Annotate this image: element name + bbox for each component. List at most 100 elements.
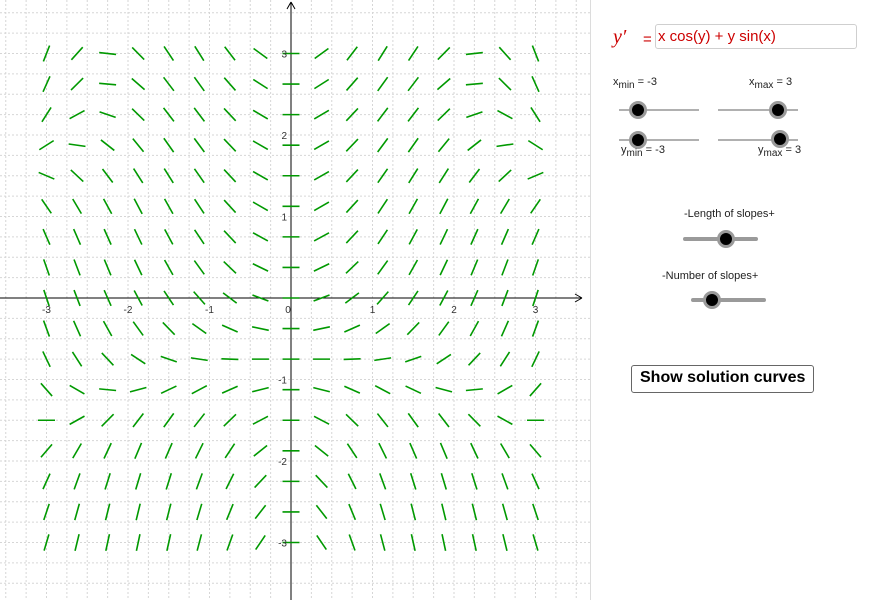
slope-segment (166, 534, 172, 551)
slope-segment (132, 168, 144, 184)
slope-segment (68, 143, 86, 148)
slope-segment (42, 45, 51, 62)
slope-segment (377, 45, 388, 62)
slope-segment (252, 78, 269, 90)
ymax-slider-knob[interactable] (771, 130, 789, 148)
xmax-slider-knob[interactable] (769, 101, 787, 119)
number-slider-knob[interactable] (703, 291, 721, 309)
slope-segment (406, 321, 420, 336)
slope-segment (410, 503, 417, 521)
ymax-slider-track[interactable] (718, 139, 798, 141)
slope-segment (71, 351, 83, 367)
xmin-slider-knob[interactable] (629, 101, 647, 119)
number-slider-track[interactable] (691, 298, 766, 302)
slope-segment (43, 503, 50, 521)
slope-segment (407, 290, 419, 306)
slope-segment (103, 228, 112, 245)
slope-segment (133, 290, 143, 306)
show-solution-curves-button[interactable]: Show solution curves (631, 365, 815, 393)
slope-segment (163, 45, 175, 62)
slope-segment (345, 107, 359, 122)
slope-segment (132, 138, 145, 153)
slope-segment (407, 107, 420, 122)
slope-segment (344, 292, 360, 304)
slope-segment (102, 198, 113, 215)
slope-segment (501, 259, 509, 276)
slope-segment (160, 385, 177, 395)
slope-segment (130, 353, 146, 365)
slope-segment (221, 358, 239, 361)
slope-field-plot[interactable]: -3 -2 -1 0 1 2 3 3 2 1 -1 -2 -3 (0, 0, 590, 600)
slope-segment (500, 320, 510, 337)
slope-segment (193, 291, 206, 305)
slope-segment (131, 108, 145, 122)
slope-segment (530, 107, 541, 123)
slope-segment (225, 503, 234, 521)
slope-segment (72, 443, 83, 459)
slope-segment (135, 503, 141, 521)
slope-segment (527, 139, 544, 151)
slope-segment (74, 503, 81, 521)
graphics-view[interactable]: -3 -2 -1 0 1 2 3 3 2 1 -1 -2 -3 (0, 0, 590, 600)
slope-segment (531, 259, 540, 276)
slope-segment (42, 228, 51, 245)
slope-segment (196, 503, 203, 521)
slope-segment (436, 77, 451, 91)
function-input[interactable]: x cos(y) + y sin(x) (655, 24, 857, 49)
slope-segment (163, 198, 174, 215)
slope-segment (374, 385, 391, 395)
slope-segment (165, 503, 172, 521)
slope-segment (530, 198, 541, 214)
slope-segment (439, 198, 449, 215)
ymin-slider-knob[interactable] (629, 131, 647, 149)
ymin-slider-track[interactable] (619, 139, 699, 141)
y-tick-label: 2 (281, 131, 287, 142)
length-of-slopes-label: -Length of slopes+ (684, 208, 775, 220)
slope-segment (346, 443, 358, 459)
slope-segment (225, 473, 235, 490)
xmax-slider-track[interactable] (718, 109, 798, 111)
slope-segment (529, 443, 542, 458)
slope-segment (469, 320, 480, 337)
slope-segment (253, 47, 268, 60)
slope-segment (471, 534, 477, 551)
x-tick-label: 0 (285, 305, 291, 316)
slope-segment (131, 77, 146, 91)
x-tick-label: -3 (42, 305, 51, 316)
slope-segment (441, 503, 447, 521)
slope-segment (502, 534, 508, 551)
slope-segment (440, 473, 448, 490)
slope-segment (377, 198, 389, 214)
slope-segment (498, 46, 512, 61)
x-axis-arrow (574, 293, 583, 303)
slope-segment (466, 111, 483, 119)
slope-segment (223, 77, 237, 91)
y-tick-label: -1 (278, 376, 287, 387)
slope-segment (42, 320, 51, 337)
slope-segment (376, 107, 389, 122)
slope-segment (465, 388, 483, 392)
slope-segment (254, 474, 267, 489)
slope-segment (162, 107, 175, 122)
slope-segment (439, 259, 449, 276)
slope-segment (196, 534, 203, 551)
slope-segment (499, 198, 510, 215)
slope-segment (223, 413, 237, 427)
length-slider-knob[interactable] (717, 230, 735, 248)
slope-segment (346, 46, 358, 61)
xmin-slider-track[interactable] (619, 109, 699, 111)
slope-segment (410, 534, 416, 551)
y-tick-label: -3 (278, 539, 287, 550)
slope-segment (345, 138, 359, 152)
slope-segment (73, 473, 81, 490)
slope-segment (165, 473, 173, 490)
slope-segment (134, 473, 142, 490)
slope-segment (131, 46, 145, 61)
slope-segment (439, 442, 448, 459)
slope-segment (379, 534, 386, 551)
slope-segment (498, 77, 512, 91)
slope-segment (438, 321, 450, 336)
slope-segment (226, 534, 234, 551)
slope-segment (43, 534, 50, 551)
sidebar-panel: y′ = x cos(y) + y sin(x) xmin = -3 xmax … (590, 0, 885, 600)
